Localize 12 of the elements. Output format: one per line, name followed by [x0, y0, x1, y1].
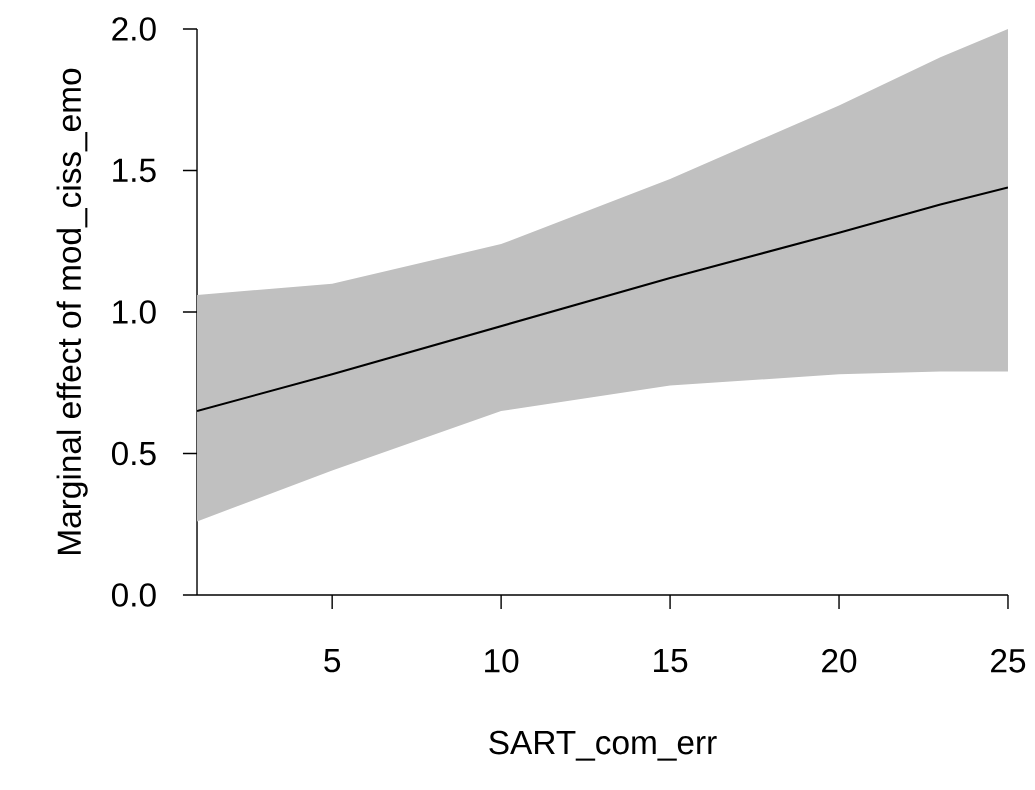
y-tick-label: 0.0: [111, 583, 156, 607]
y-axis-title: Marginal effect of mod_ciss_emo: [56, 68, 88, 554]
x-axis-title: SART_com_err: [489, 730, 717, 761]
y-tick-label: 1.0: [113, 300, 156, 324]
x-tick-label: 20: [822, 648, 857, 673]
y-tick-label: 0.5: [111, 441, 156, 466]
x-tick-label: 15: [654, 648, 688, 673]
y-tick-label: 2.0: [112, 17, 156, 41]
x-tick-label: 10: [485, 648, 519, 673]
x-tick-label: 5: [324, 648, 341, 673]
y-tick-label: 1.5: [113, 158, 156, 183]
x-tick-label: 25: [991, 648, 1026, 673]
